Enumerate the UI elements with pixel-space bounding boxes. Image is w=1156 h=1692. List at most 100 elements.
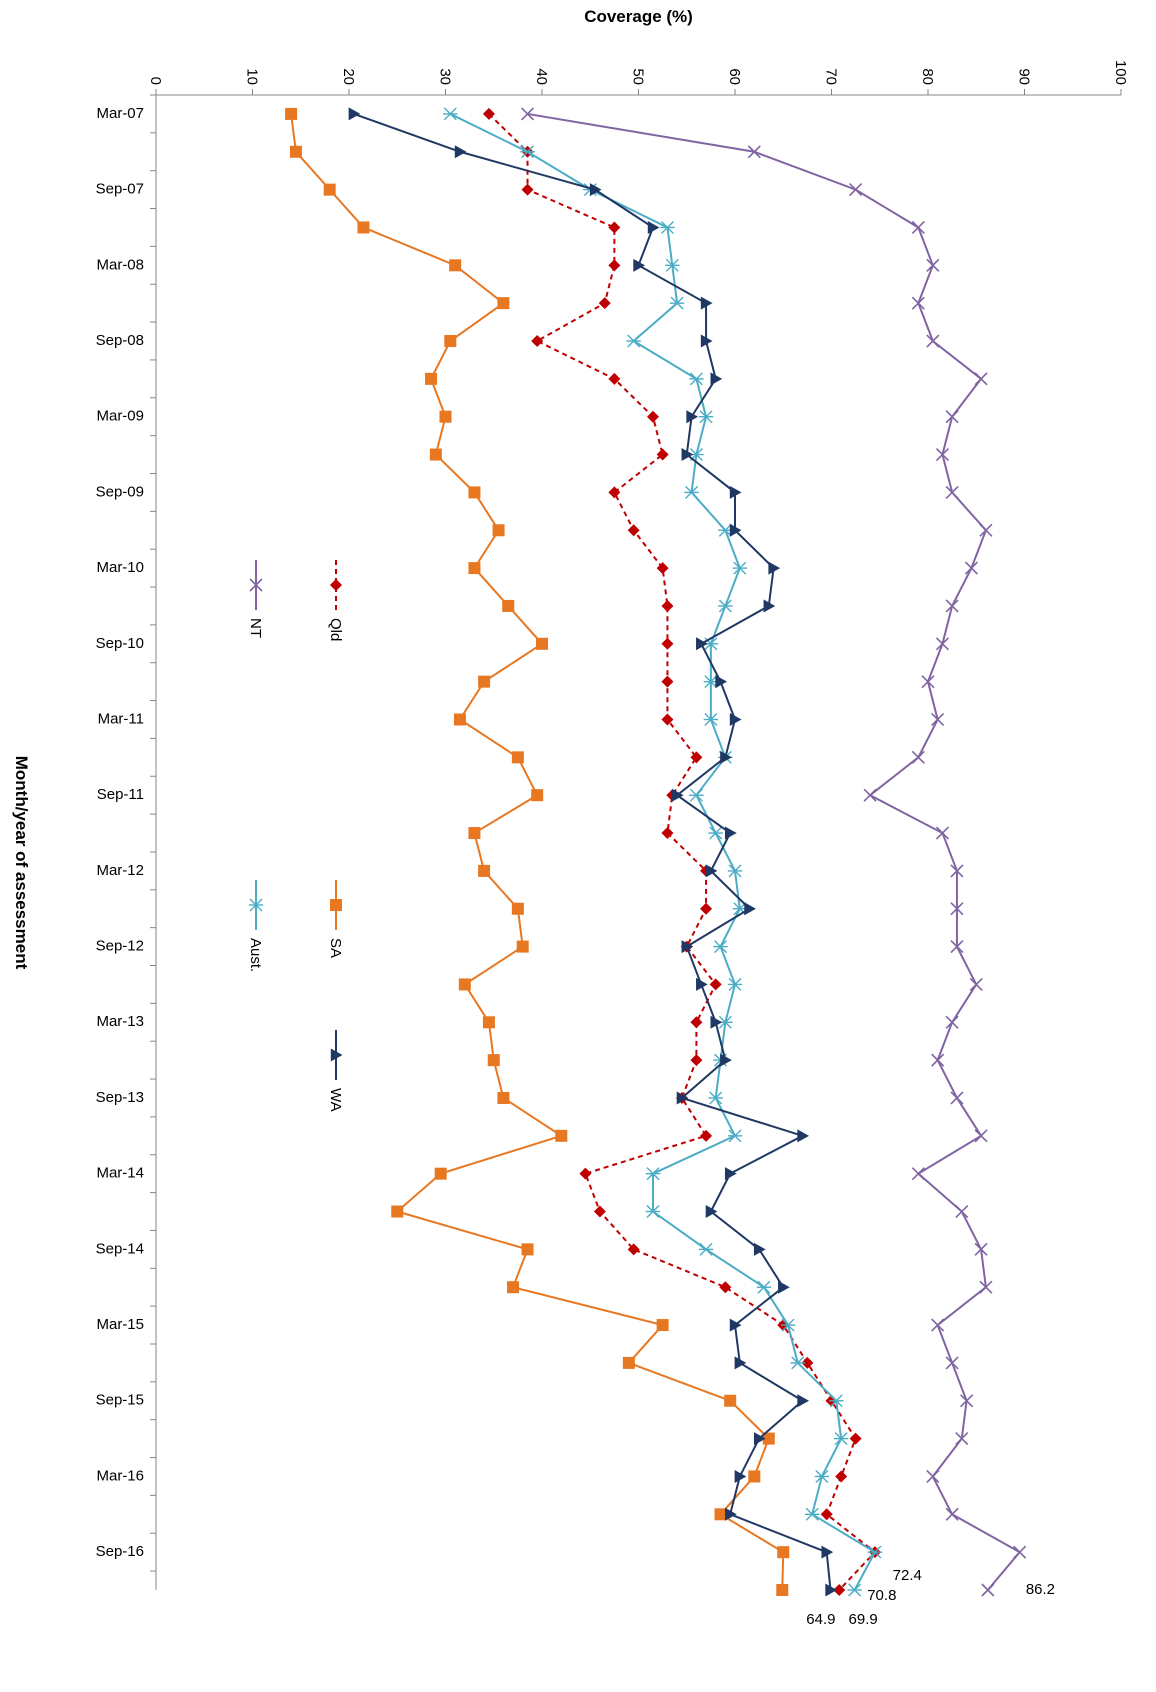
x-tick-label: Mar-12 [96, 862, 144, 879]
data-point [608, 221, 621, 234]
data-point [974, 1129, 988, 1143]
data-point [645, 1167, 661, 1181]
data-point [589, 183, 602, 197]
series-line [290, 113, 785, 1591]
y-tick-label: 30 [437, 68, 454, 85]
data-point [945, 1356, 959, 1370]
x-tick-label: Sep-11 [97, 786, 144, 803]
series-qld [482, 107, 881, 1596]
data-point [821, 1545, 834, 1559]
data-point [1013, 1545, 1027, 1559]
data-point [734, 1356, 747, 1370]
data-point [482, 107, 495, 120]
data-point [921, 675, 935, 689]
data-point [753, 1432, 766, 1446]
data-point [434, 1167, 447, 1180]
data-point [454, 145, 467, 159]
data-point [713, 940, 728, 954]
data-point [979, 523, 993, 537]
data-point [849, 183, 863, 197]
data-point [714, 1508, 727, 1521]
data-point [444, 335, 457, 348]
data-point [805, 1507, 820, 1521]
data-point [696, 977, 708, 991]
data-point [536, 637, 548, 650]
data-point [700, 1129, 713, 1142]
data-point [715, 675, 728, 689]
data-point [768, 561, 781, 575]
data-point [926, 258, 940, 272]
data-point [931, 1318, 945, 1332]
data-point [669, 296, 685, 310]
data-point [468, 562, 481, 575]
data-point [718, 599, 733, 613]
x-tick-label: Sep-16 [96, 1543, 144, 1560]
data-point [935, 447, 950, 462]
data-point [705, 864, 718, 878]
data-point [555, 1129, 568, 1142]
data-point [627, 1243, 640, 1256]
y-tick-label: 50 [630, 68, 647, 85]
y-tick-label: 40 [533, 68, 550, 85]
y-tick-label: 80 [919, 68, 936, 85]
data-point [520, 145, 535, 159]
legend-marker [249, 578, 263, 592]
data-point [684, 485, 699, 499]
data-point [797, 1129, 810, 1143]
series-nt [520, 107, 1027, 1597]
data-point [727, 1129, 743, 1143]
data-point [835, 1470, 848, 1483]
data-point [690, 1016, 703, 1029]
data-point [753, 1242, 766, 1256]
data-point [820, 1508, 833, 1521]
data-point [724, 826, 737, 840]
data-point [627, 524, 640, 537]
data-point [468, 827, 481, 840]
x-tick-label: Mar-07 [96, 105, 144, 122]
data-point [646, 410, 659, 423]
data-point [681, 940, 694, 954]
data-point [681, 448, 694, 462]
x-tick-label: Mar-08 [96, 256, 144, 273]
data-point [453, 713, 466, 726]
data-point [950, 864, 964, 878]
data-point [449, 259, 462, 272]
y-tick-label: 60 [726, 68, 743, 85]
data-point [825, 1583, 838, 1597]
data-point [686, 410, 699, 424]
data-point [727, 977, 743, 991]
data-point [955, 1432, 969, 1446]
data-point [511, 751, 524, 764]
data-point [763, 599, 776, 613]
y-tick-label: 100 [1112, 60, 1129, 85]
data-point [660, 220, 675, 234]
data-point [690, 1054, 703, 1067]
data-point [776, 1584, 789, 1596]
data-point [700, 296, 713, 310]
data-point [520, 107, 535, 121]
data-point [579, 1167, 592, 1180]
data-point [458, 978, 471, 991]
data-point [926, 334, 940, 348]
data-point [945, 599, 959, 613]
data-point [656, 1319, 669, 1332]
data-point [935, 637, 950, 651]
legend-marker [248, 898, 264, 912]
data-point [598, 297, 611, 310]
data-point [955, 1204, 969, 1219]
data-point [285, 107, 298, 120]
data-point [633, 258, 645, 272]
data-point [867, 1545, 883, 1559]
data-point [492, 524, 505, 537]
data-point [833, 1432, 849, 1446]
data-point [931, 1053, 945, 1067]
data-point [777, 1546, 790, 1559]
data-point [950, 902, 964, 916]
end-value-label: 69.9 [849, 1611, 878, 1628]
data-point [729, 523, 742, 537]
data-point [698, 410, 714, 424]
data-point [516, 940, 529, 953]
data-point [747, 145, 761, 159]
